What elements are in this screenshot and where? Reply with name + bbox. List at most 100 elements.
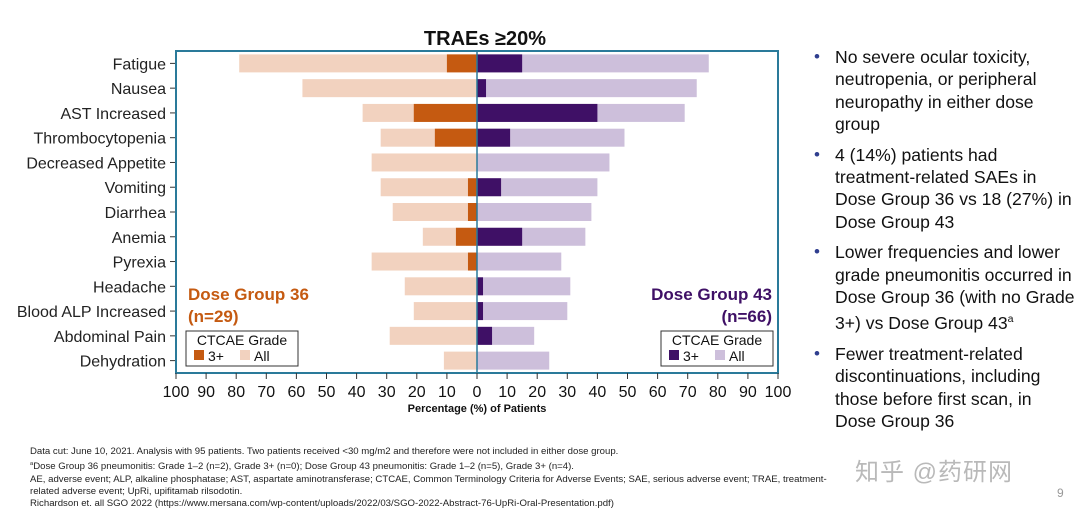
bar-dose43-grade3 xyxy=(477,277,484,296)
legend-label-grade3-left: 3+ xyxy=(208,348,224,364)
bullet-item: • Fewer treatment-related discontinuatio… xyxy=(814,343,1041,431)
y-tick-label: AST Increased xyxy=(60,106,166,123)
footnote-marker: a xyxy=(1007,313,1014,326)
footnote-data-cut: Data cut: June 10, 2021. Analysis with 9… xyxy=(30,446,619,457)
x-tick-label: 20 xyxy=(408,384,426,401)
bar-dose43-all xyxy=(477,178,598,197)
legend-box-left xyxy=(185,330,299,367)
bar-dose43-all xyxy=(477,302,568,321)
bullet-dot-icon: • xyxy=(814,242,820,262)
bar-dose36-all xyxy=(392,203,477,221)
bar-dose36-grade3 xyxy=(455,227,477,246)
legend-swatch-grade3-right xyxy=(669,350,679,360)
y-tick-label: Pyrexia xyxy=(113,255,166,272)
bar-dose43-grade3 xyxy=(477,54,523,73)
bar-dose43-all xyxy=(477,79,697,98)
x-tick-label: 30 xyxy=(558,384,576,401)
chart: TRAEs ≥20% Fatigue Nausea AST Increased Thro… xyxy=(17,28,792,415)
bar-dose36-all xyxy=(371,153,477,172)
bar-dose36-all xyxy=(404,277,477,296)
dose-group-36-n: (n=29) xyxy=(188,307,239,326)
bullet-item: • Lower frequencies and lower grade pneu… xyxy=(814,242,1075,334)
bar-dose36-grade3 xyxy=(467,252,477,271)
bar-dose43-grade3 xyxy=(477,103,598,122)
bar-dose36-all xyxy=(443,351,477,370)
y-tick-label: Fatigue xyxy=(113,56,166,73)
bar-dose36-grade3 xyxy=(434,128,477,147)
x-axis-label: Percentage (%) of Patients xyxy=(408,403,547,415)
footnote-reference: Richardson et. all SGO 2022 (https://www… xyxy=(30,498,614,509)
key-findings-list: • No severe ocular toxicity, neutropenia… xyxy=(808,46,1076,440)
bar-dose36-grade3 xyxy=(413,103,477,122)
x-tick-label: 70 xyxy=(679,384,697,401)
bullet-dot-icon: • xyxy=(814,47,820,66)
legend-box-right xyxy=(660,330,774,367)
y-tick-label: Abdominal Pain xyxy=(54,329,166,346)
bar-dose43-grade3 xyxy=(477,79,487,98)
y-tick-label: Headache xyxy=(93,279,166,296)
bar-dose36-all xyxy=(302,79,477,98)
x-tick-label: 90 xyxy=(197,384,215,401)
y-tick-label: Blood ALP Increased xyxy=(17,304,166,321)
legend-swatch-all-left xyxy=(240,350,250,360)
bullet-dot-icon: • xyxy=(814,343,820,363)
bar-dose43-all xyxy=(477,351,550,370)
y-tick-label: Dehydration xyxy=(80,354,166,371)
footnote-pneumonitis: aDose Group 36 pneumonitis: Grade 1–2 (n… xyxy=(30,461,574,473)
x-tick-label: 90 xyxy=(739,384,757,401)
bar-dose43-grade3 xyxy=(477,128,511,147)
y-tick-label: Nausea xyxy=(111,81,166,98)
legend-label-grade3-right: 3+ xyxy=(683,348,699,364)
x-tick-label: 40 xyxy=(589,384,607,401)
x-tick-label: 50 xyxy=(318,384,336,401)
page-number: 9 xyxy=(1057,486,1064,500)
y-tick-label: Thrombocytopenia xyxy=(33,131,166,148)
bullet-dot-icon: • xyxy=(814,144,820,164)
footnote-abbreviations-cont: related adverse event; UpRi, upifitamab … xyxy=(30,485,243,497)
y-tick-label: Diarrhea xyxy=(105,205,166,222)
legend-label-all-right: All xyxy=(729,348,745,364)
x-tick-label: 20 xyxy=(528,384,546,401)
bullet-item: • No severe ocular toxicity, neutropenia… xyxy=(814,47,1037,135)
bar-dose36-all xyxy=(371,252,477,271)
bar-dose43-grade3 xyxy=(477,227,523,246)
x-tick-label: 60 xyxy=(649,384,667,401)
bar-dose43-all xyxy=(477,54,709,73)
y-tick-label: Anemia xyxy=(112,230,166,247)
x-tick-label: 70 xyxy=(257,384,275,401)
y-tick-label: Decreased Appetite xyxy=(26,155,166,172)
bar-dose43-grade3 xyxy=(477,326,493,345)
bar-dose36-all xyxy=(380,178,477,197)
bar-dose43-grade3 xyxy=(477,178,502,197)
bullet-item: • 4 (14%) patients had treatment-related… xyxy=(814,144,1072,232)
bar-dose36-all xyxy=(413,302,477,321)
x-tick-label: 10 xyxy=(438,384,456,401)
x-tick-label: 100 xyxy=(765,384,792,401)
y-tick-label: Vomiting xyxy=(105,180,166,197)
bar-dose36-grade3 xyxy=(467,178,477,197)
legend-title-left: CTCAE Grade xyxy=(197,332,287,348)
x-tick-label: 10 xyxy=(498,384,516,401)
bar-dose43-all xyxy=(477,128,625,147)
watermark: 知乎 @药研网 xyxy=(855,459,1014,486)
bar-dose36-all xyxy=(389,326,477,345)
legend-label-all-left: All xyxy=(254,348,270,364)
legend-title-right: CTCAE Grade xyxy=(672,332,762,348)
x-tick-label: 60 xyxy=(288,384,306,401)
x-tick-label: 80 xyxy=(227,384,245,401)
bar-dose43-grade3 xyxy=(477,302,484,321)
bar-dose36-all xyxy=(239,54,477,73)
chart-title: TRAEs ≥20% xyxy=(424,28,546,50)
dose-group-36-label: Dose Group 36 xyxy=(188,285,309,304)
legend-swatch-all-right xyxy=(715,350,725,360)
x-tick-label: 80 xyxy=(709,384,727,401)
x-tick-label: 30 xyxy=(378,384,396,401)
dose-group-43-n: (n=66) xyxy=(721,307,772,326)
legend-swatch-grade3-left xyxy=(194,350,204,360)
bar-dose43-all xyxy=(477,153,610,172)
bar-dose43-all xyxy=(477,203,592,221)
footnotes: Data cut: June 10, 2021. Analysis with 9… xyxy=(30,446,950,510)
bar-dose43-all xyxy=(477,277,571,296)
x-tick-label: 0 xyxy=(473,384,482,401)
x-tick-label: 40 xyxy=(348,384,366,401)
